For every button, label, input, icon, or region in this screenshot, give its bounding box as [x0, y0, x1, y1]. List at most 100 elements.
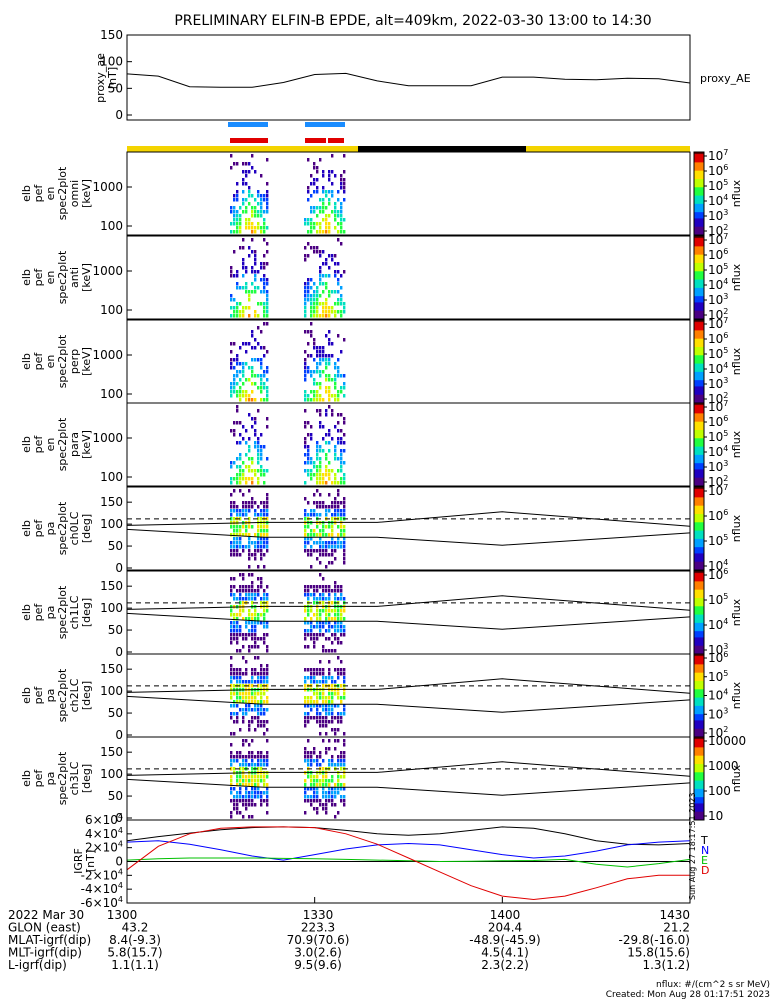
flux-pixel — [304, 302, 307, 306]
flux-pixel — [331, 537, 334, 541]
flux-pixel — [337, 298, 340, 302]
flux-pixel — [266, 593, 269, 597]
colorbar-label: nflux — [730, 347, 743, 375]
flux-pixel — [328, 405, 331, 409]
flux-pixel — [319, 609, 322, 613]
colorbar-tick-label: 105 — [708, 178, 728, 193]
colorbar-cell — [694, 649, 704, 653]
flux-pixel — [328, 629, 331, 633]
flux-pixel — [316, 294, 319, 298]
flux-pixel — [322, 477, 325, 481]
flux-pixel — [310, 672, 313, 676]
flux-pixel — [304, 394, 307, 398]
flux-pixel — [263, 708, 266, 712]
flux-pixel — [245, 398, 248, 402]
flux-pixel — [319, 545, 322, 549]
flux-pixel — [251, 374, 254, 378]
igrf-ytick-label: 6×104 — [85, 812, 123, 827]
colorbar-cell — [694, 587, 704, 591]
colorbar-cell — [694, 230, 704, 234]
flux-pixel — [307, 537, 310, 541]
ytick-label: 100 — [100, 601, 123, 615]
flux-pixel — [331, 182, 334, 186]
colorbar-cell — [694, 314, 704, 318]
flux-pixel — [325, 783, 328, 787]
flux-pixel — [263, 621, 266, 625]
flux-pixel — [233, 210, 236, 214]
flux-pixel — [319, 537, 322, 541]
colorbar-cell — [694, 378, 704, 381]
flux-pixel — [254, 787, 257, 791]
colorbar-cell — [694, 162, 704, 165]
flux-pixel — [337, 775, 340, 779]
spectrogram-panel-6: 050100150elbpefpaspec2plotch1LC[deg]1031… — [20, 567, 743, 659]
flux-pixel — [331, 306, 334, 310]
flux-pixel — [319, 254, 322, 258]
flux-pixel — [331, 553, 334, 557]
flux-pixel — [322, 716, 325, 720]
flux-pixel — [322, 346, 325, 350]
flux-pixel — [343, 799, 346, 803]
flux-pixel — [242, 493, 245, 497]
flux-pixel — [257, 222, 260, 226]
flux-pixel — [340, 386, 343, 390]
flux-pixel — [304, 330, 307, 334]
flux-pixel — [319, 660, 322, 664]
flux-pixel — [313, 672, 316, 676]
flux-pixel — [322, 230, 325, 234]
flux-pixel — [319, 230, 322, 234]
flux-pixel — [343, 505, 346, 509]
flux-pixel — [328, 178, 331, 182]
colorbar-cell — [694, 697, 704, 701]
colorbar-cell — [694, 691, 704, 694]
flux-pixel — [340, 533, 343, 537]
flux-pixel — [319, 210, 322, 214]
footer-cell: 204.4 — [488, 921, 522, 935]
flux-pixel — [245, 210, 248, 214]
colorbar-tick-label: 102 — [708, 391, 728, 406]
flux-pixel — [239, 346, 242, 350]
flux-pixel — [325, 807, 328, 811]
flux-pixel — [236, 625, 239, 629]
flux-pixel — [233, 374, 236, 378]
flux-pixel — [230, 429, 233, 433]
flux-pixel — [230, 609, 233, 613]
colorbar-cell — [694, 398, 704, 402]
flux-pixel — [251, 330, 254, 334]
flux-pixel — [266, 684, 269, 688]
flux-pixel — [340, 668, 343, 672]
flux-pixel — [310, 457, 313, 461]
flux-pixel — [230, 358, 233, 362]
flux-pixel — [263, 194, 266, 198]
flux-pixel — [307, 553, 310, 557]
flux-pixel — [325, 334, 328, 338]
flux-pixel — [325, 712, 328, 716]
flux-pixel — [236, 358, 239, 362]
flux-pixel — [230, 509, 233, 513]
flux-pixel — [334, 290, 337, 294]
colorbar-cell — [694, 469, 704, 472]
flux-pixel — [337, 230, 340, 234]
flux-pixel — [245, 621, 248, 625]
ytick-label: 150 — [100, 495, 123, 509]
flux-pixel — [319, 445, 322, 449]
colorbar-cell — [694, 267, 704, 270]
flux-pixel — [328, 593, 331, 597]
flux-pixel — [310, 617, 313, 621]
flux-pixel — [316, 672, 319, 676]
footer-cell: 1330 — [303, 908, 334, 922]
flux-pixel — [316, 775, 319, 779]
colorbar-cell — [694, 487, 704, 490]
flux-pixel — [248, 763, 251, 767]
flux-pixel — [337, 585, 340, 589]
colorbar-cell — [694, 499, 704, 503]
flux-pixel — [319, 278, 322, 282]
colorbar-tick-label: 104 — [708, 277, 728, 292]
flux-pixel — [316, 186, 319, 190]
flux-pixel — [239, 517, 242, 521]
colorbar-cell — [694, 254, 704, 258]
colorbar-cell — [694, 505, 704, 509]
colorbar-cell — [694, 210, 704, 213]
flux-pixel — [266, 597, 269, 601]
flux-pixel — [340, 696, 343, 700]
